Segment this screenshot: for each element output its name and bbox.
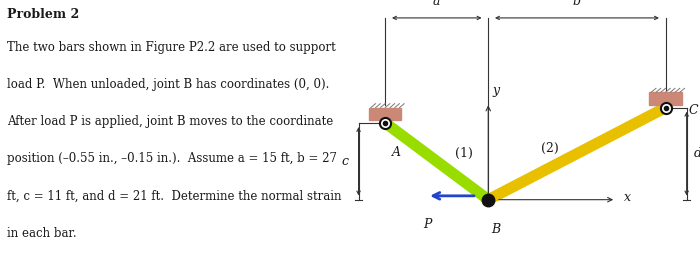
Text: A: A: [392, 146, 401, 159]
Bar: [650, 92, 682, 105]
Text: (1): (1): [454, 147, 472, 160]
Text: The two bars shown in Figure P2.2 are used to support: The two bars shown in Figure P2.2 are us…: [7, 41, 335, 54]
Bar: [369, 108, 402, 120]
Text: load ​P.  When unloaded, joint ​B has coordinates (0, 0).: load ​P. When unloaded, joint ​B has coo…: [7, 78, 329, 91]
Text: a: a: [433, 0, 440, 8]
Text: P: P: [423, 218, 431, 231]
Text: c: c: [342, 155, 349, 168]
Text: (2): (2): [541, 142, 559, 155]
Text: B: B: [491, 223, 500, 236]
Text: ft, c​ = 11 ft, and d​ = 21 ft.  Determine the normal strain: ft, c​ = 11 ft, and d​ = 21 ft. Determin…: [7, 189, 342, 202]
Text: After load ​P is applied, joint ​B moves to the coordinate: After load ​P is applied, joint ​B moves…: [7, 115, 333, 128]
Text: in each bar.: in each bar.: [7, 227, 76, 240]
Text: C: C: [689, 104, 698, 116]
Text: y: y: [492, 84, 500, 97]
Text: position (–0.55 in., –0.15 in.).  Assume a​ = 15 ft, b​ = 27: position (–0.55 in., –0.15 in.). Assume …: [7, 152, 337, 165]
Text: b: b: [573, 0, 581, 8]
Text: d: d: [694, 147, 700, 160]
Text: Problem 2: Problem 2: [7, 8, 79, 21]
Text: x: x: [624, 191, 631, 204]
